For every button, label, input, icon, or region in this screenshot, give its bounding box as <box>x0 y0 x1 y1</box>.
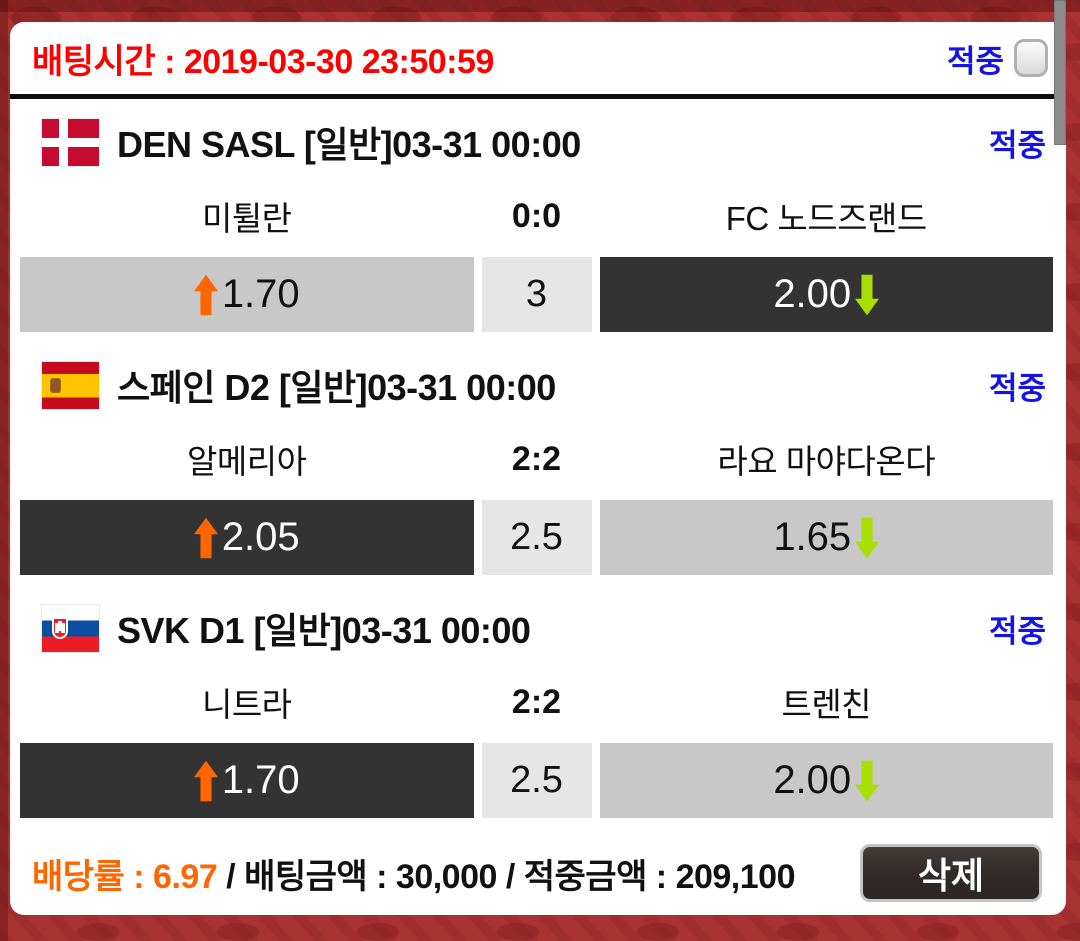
league-row: SVK D1 [일반]03-31 00:00 적중 <box>10 595 1066 661</box>
draw-odds-cell[interactable]: 2.5 <box>481 743 592 818</box>
bet-time-text: 배팅시간 : 2019-03-30 23:50:59 <box>32 42 494 81</box>
background-left-shade <box>0 0 8 941</box>
match-score: 0:0 <box>511 196 562 235</box>
up-arrow-icon <box>193 760 218 801</box>
away-odds-value: 2.00 <box>773 272 852 316</box>
away-odds-value: 2.00 <box>773 758 852 802</box>
denmark-flag-icon <box>42 118 99 166</box>
down-arrow-icon <box>855 760 880 801</box>
match-score: 2:2 <box>511 439 562 478</box>
league-title: DEN SASL [일반]03-31 00:00 <box>117 124 581 165</box>
odds-row: 2.05 2.5 1.65 <box>10 500 1066 575</box>
away-odds-cell[interactable]: 2.00 <box>599 743 1053 818</box>
home-odds-value: 1.70 <box>221 272 300 316</box>
away-team-name: 라요 마야다온다 <box>717 443 936 480</box>
bet-amounts-text: / 배팅금액 : 30,000 / 적중금액 : 209,100 <box>217 857 795 896</box>
hit-label: 적중 <box>988 370 1046 406</box>
slip-header: 배팅시간 : 2019-03-30 23:50:59 적중 <box>10 22 1066 94</box>
away-odds-cell[interactable]: 1.65 <box>599 500 1053 575</box>
away-odds-cell[interactable]: 2.00 <box>599 257 1053 332</box>
hit-checkbox[interactable] <box>1014 39 1048 77</box>
down-arrow-icon <box>855 517 880 558</box>
league-title: 스페인 D2 [일반]03-31 00:00 <box>117 367 556 408</box>
delete-button[interactable]: 삭제 <box>860 844 1042 902</box>
odds-row: 1.70 3 2.00 <box>10 257 1066 332</box>
header-divider <box>10 94 1066 99</box>
hit-label: 적중 <box>988 613 1046 649</box>
league-row: DEN SASL [일반]03-31 00:00 적중 <box>10 109 1066 175</box>
teams-row: 알메리아 2:2 라요 마야다온다 <box>10 418 1066 500</box>
home-team-name: 니트라 <box>201 686 292 723</box>
hit-label: 적중 <box>946 43 1004 79</box>
match-row-spain: 스페인 D2 [일반]03-31 00:00 적중 알메리아 2:2 라요 마야… <box>10 342 1066 585</box>
background-top-shade <box>0 0 1080 12</box>
away-team-name: FC 노드즈랜드 <box>725 200 927 237</box>
home-odds-cell[interactable]: 1.70 <box>20 257 474 332</box>
home-odds-value: 1.70 <box>221 758 300 802</box>
match-row-denmark: DEN SASL [일반]03-31 00:00 적중 미튈란 0:0 FC 노… <box>10 99 1066 342</box>
home-odds-cell[interactable]: 1.70 <box>20 743 474 818</box>
slovakia-flag-icon <box>42 604 99 652</box>
down-arrow-icon <box>855 274 880 315</box>
home-odds-cell[interactable]: 2.05 <box>20 500 474 575</box>
match-score: 2:2 <box>511 682 562 721</box>
teams-row: 니트라 2:2 트렌친 <box>10 661 1066 743</box>
match-row-slovakia: SVK D1 [일반]03-31 00:00 적중 니트라 2:2 트렌친 1.… <box>10 585 1066 828</box>
draw-odds-value: 2.5 <box>510 759 563 801</box>
betting-slip-card: 배팅시간 : 2019-03-30 23:50:59 적중 DEN SASL [… <box>10 22 1066 915</box>
away-odds-value: 1.65 <box>773 515 852 559</box>
header-right: 적중 <box>947 36 1048 81</box>
spain-flag-icon <box>42 361 99 409</box>
up-arrow-icon <box>193 274 218 315</box>
odds-row: 1.70 2.5 2.00 <box>10 743 1066 818</box>
league-title: SVK D1 [일반]03-31 00:00 <box>117 610 531 651</box>
home-team-name: 미튈란 <box>201 200 292 237</box>
home-odds-value: 2.05 <box>221 515 300 559</box>
league-row: 스페인 D2 [일반]03-31 00:00 적중 <box>10 352 1066 418</box>
scrollbar-thumb[interactable] <box>1054 0 1066 145</box>
teams-row: 미튈란 0:0 FC 노드즈랜드 <box>10 175 1066 257</box>
odds-rate-text: 배당률 : 6.97 <box>32 857 218 896</box>
draw-odds-cell[interactable]: 2.5 <box>481 500 592 575</box>
bet-summary: 배당률 : 6.97 / 배팅금액 : 30,000 / 적중금액 : 209,… <box>32 849 795 898</box>
hit-label: 적중 <box>988 127 1046 163</box>
draw-odds-value: 3 <box>525 273 548 315</box>
home-team-name: 알메리아 <box>187 443 307 480</box>
away-team-name: 트렌친 <box>781 686 872 723</box>
up-arrow-icon <box>193 517 218 558</box>
draw-odds-cell[interactable]: 3 <box>481 257 592 332</box>
slip-footer: 배당률 : 6.97 / 배팅금액 : 30,000 / 적중금액 : 209,… <box>10 828 1066 918</box>
draw-odds-value: 2.5 <box>510 516 563 558</box>
